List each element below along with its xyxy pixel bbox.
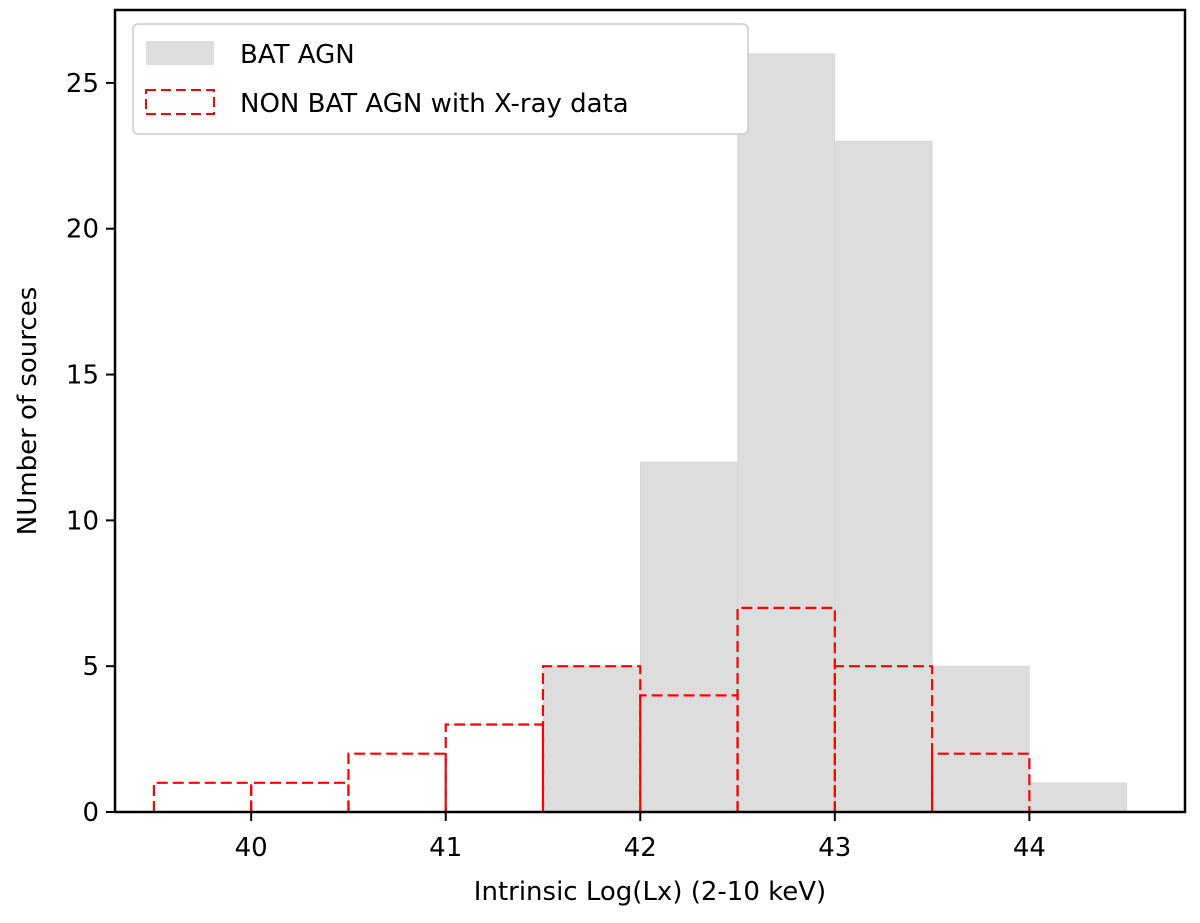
non-bat-agn-steps	[152, 606, 1031, 812]
bat-agn-bar	[639, 461, 738, 813]
legend-swatch-bat-agn	[146, 41, 214, 65]
legend-box	[132, 23, 749, 135]
y-tick-label: 10	[66, 506, 99, 536]
non-bat-agn-step	[930, 752, 1031, 812]
x-axis-label: Intrinsic Log(Lx) (2-10 keV)	[474, 877, 826, 907]
non-bat-agn-step	[250, 781, 350, 812]
bat-agn-bar	[542, 665, 641, 813]
x-axis-ticks: 40 41 42 43 44	[235, 812, 1046, 863]
x-tick-label: 44	[1013, 833, 1046, 863]
x-tick-label: 42	[624, 833, 657, 863]
bat-agn-bar	[834, 140, 933, 813]
bat-agn-bar	[1029, 782, 1127, 813]
legend: BAT AGN NON BAT AGN with X-ray data	[132, 23, 749, 135]
y-tick-label: 5	[82, 652, 99, 682]
plot-frame	[113, 8, 1187, 814]
x-tick-label: 41	[429, 833, 462, 863]
y-tick-label: 25	[66, 69, 99, 99]
y-axis-ticks: 0 5 10 15 20 25	[66, 69, 115, 828]
x-tick-label: 40	[235, 833, 268, 863]
legend-label-bat-agn: BAT AGN	[240, 40, 355, 70]
bat-agn-bars	[542, 53, 1127, 813]
non-bat-agn-step	[152, 781, 253, 812]
y-tick-label: 15	[66, 361, 99, 391]
non-bat-agn-step	[833, 665, 934, 812]
x-tick-label: 43	[818, 833, 851, 863]
legend-swatch-non-bat-agn	[145, 89, 215, 115]
bat-agn-bar	[931, 665, 1030, 813]
non-bat-agn-step	[541, 665, 642, 812]
y-tick-label: 20	[66, 215, 99, 245]
non-bat-agn-step	[444, 723, 545, 812]
bat-agn-bar	[737, 53, 836, 813]
legend-label-non-bat-agn: NON BAT AGN with X-ray data	[240, 89, 629, 119]
y-axis-label: NUmber of sources	[13, 287, 43, 535]
y-tick-label: 0	[82, 798, 99, 828]
non-bat-agn-step	[347, 752, 447, 812]
